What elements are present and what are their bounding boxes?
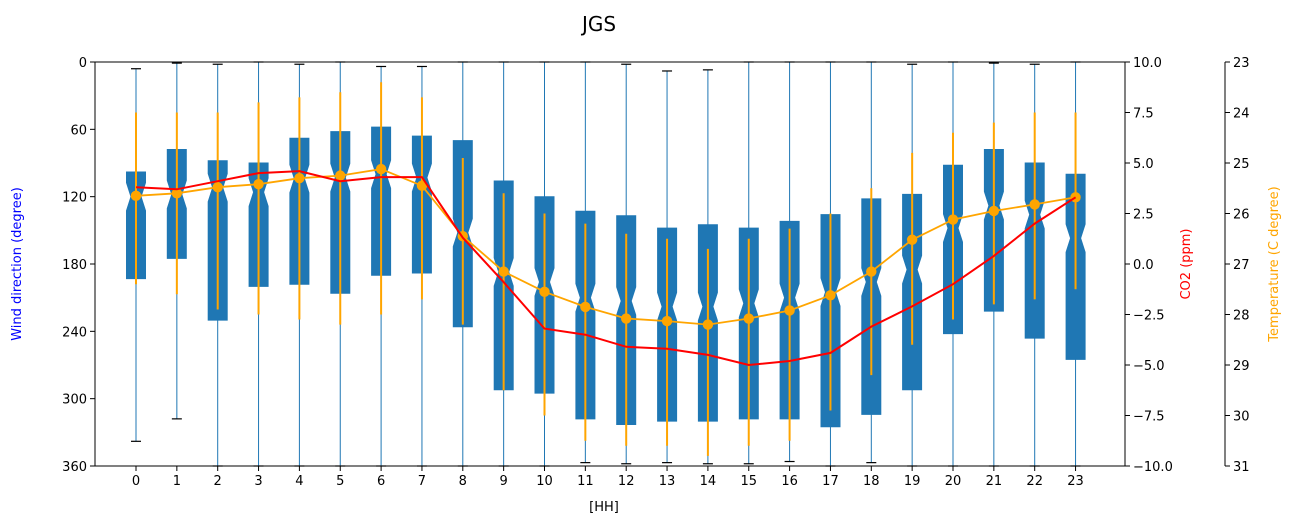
temperature-point <box>171 188 183 199</box>
temperature-axis: 23 24 25 26 27 28 29 30 31 <box>1224 56 1250 475</box>
temperature-point <box>253 179 264 190</box>
x-tick-label: 16 <box>781 474 798 489</box>
temperature-tick-label: 24 <box>1233 107 1250 122</box>
temperature-point <box>1029 199 1040 210</box>
wind-tick-label: 120 <box>62 191 87 206</box>
wind-direction-axis: 0 60 120 180 240 300 360 <box>62 56 95 475</box>
temperature-line <box>135 168 1076 326</box>
x-tick-label: 18 <box>863 474 880 489</box>
temperature-series <box>130 82 1081 456</box>
x-tick-label: 23 <box>1067 474 1084 489</box>
x-tick-label: 14 <box>700 474 717 489</box>
temperature-axis-label: Temperature (C degree) <box>1267 186 1282 342</box>
x-tick-label: 2 <box>214 474 222 489</box>
temperature-point <box>988 205 1000 217</box>
temperature-point <box>212 182 223 193</box>
wind-box-series <box>126 61 1086 467</box>
temperature-point <box>130 190 142 202</box>
wind-tick-label: 0 <box>79 56 87 71</box>
x-tick-label: 0 <box>132 474 140 489</box>
x-tick-label: 19 <box>904 474 921 489</box>
temperature-point <box>784 305 795 316</box>
x-tick-label: 11 <box>577 474 594 489</box>
co2-tick-label: 2.5 <box>1133 208 1154 223</box>
x-tick-label: 10 <box>536 474 553 489</box>
temperature-point <box>702 319 714 330</box>
x-tick-label: 20 <box>945 474 962 489</box>
x-axis-label: [HH] <box>589 500 619 515</box>
wind-direction-axis-label: Wind direction (degree) <box>10 187 25 341</box>
x-tick-label: 5 <box>336 474 344 489</box>
co2-tick-label: −10.0 <box>1133 460 1173 475</box>
chart-title: JGS <box>580 12 616 36</box>
x-tick-label: 3 <box>254 474 262 489</box>
x-tick-label: 12 <box>618 474 635 489</box>
co2-tick-label: −7.5 <box>1133 410 1165 425</box>
wind-tick-label: 360 <box>62 460 87 475</box>
x-axis: 0 1 2 3 4 5 6 7 8 9 10 11 12 13 14 15 16 17 18 19 20 21 22 23 <box>132 466 1084 489</box>
temperature-tick-label: 23 <box>1233 56 1250 71</box>
wind-tick-label: 60 <box>70 123 87 138</box>
temperature-point <box>906 234 918 245</box>
co2-tick-label: 10.0 <box>1133 56 1162 71</box>
wind-tick-label: 180 <box>62 258 87 273</box>
co2-tick-label: 0.0 <box>1133 258 1154 273</box>
temperature-point <box>580 301 591 313</box>
temperature-tick-label: 26 <box>1233 208 1250 223</box>
temperature-point <box>743 313 754 324</box>
wind-tick-label: 240 <box>62 325 87 340</box>
temperature-point <box>825 290 836 301</box>
x-tick-label: 17 <box>822 474 839 489</box>
co2-line <box>135 170 1077 367</box>
co2-tick-label: −2.5 <box>1133 309 1165 324</box>
temperature-point <box>375 163 387 175</box>
x-tick-label: 13 <box>659 474 676 489</box>
x-tick-label: 4 <box>295 474 303 489</box>
co2-axis: 10.0 7.5 5.0 2.5 0.0 −2.5 −5.0 −7.5 −10.0 <box>1125 56 1173 475</box>
temperature-tick-label: 31 <box>1233 460 1250 475</box>
co2-series <box>135 170 1077 367</box>
x-tick-label: 21 <box>986 474 1003 489</box>
temperature-point <box>539 286 550 297</box>
temperature-point <box>947 214 959 225</box>
temperature-point <box>498 266 509 277</box>
temperature-point <box>866 266 877 277</box>
temperature-point <box>335 170 346 181</box>
co2-axis-label: CO2 (ppm) <box>1179 228 1194 299</box>
temperature-tick-label: 29 <box>1233 359 1250 374</box>
x-tick-label: 7 <box>418 474 426 489</box>
x-tick-label: 8 <box>459 474 467 489</box>
x-tick-label: 1 <box>173 474 181 489</box>
temperature-tick-label: 27 <box>1233 258 1250 273</box>
co2-tick-label: 7.5 <box>1133 107 1154 122</box>
temperature-point <box>621 313 632 324</box>
temperature-point <box>294 172 305 184</box>
temperature-point <box>416 180 428 191</box>
temperature-tick-label: 28 <box>1233 309 1250 324</box>
temperature-point <box>661 315 673 327</box>
temperature-tick-label: 30 <box>1233 410 1250 425</box>
temperature-tick-label: 25 <box>1233 157 1250 172</box>
co2-tick-label: −5.0 <box>1133 359 1165 374</box>
x-tick-label: 15 <box>740 474 757 489</box>
x-tick-label: 6 <box>377 474 385 489</box>
x-tick-label: 9 <box>500 474 508 489</box>
x-tick-label: 22 <box>1026 474 1043 489</box>
co2-tick-label: 5.0 <box>1133 157 1154 172</box>
wind-tick-label: 300 <box>62 393 87 408</box>
